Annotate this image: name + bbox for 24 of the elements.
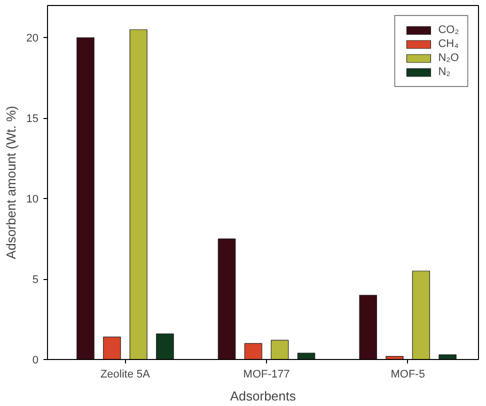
bar [412,270,430,360]
legend-label: N₂O [438,52,459,64]
y-axis-title: Adsorbent amount (Wt. %) [3,106,18,260]
legend-label: CH₄ [438,38,459,50]
bar [244,343,262,360]
x-tick-label: Zeolite 5A [100,368,151,380]
bar [359,294,378,360]
legend-label: CO₂ [438,24,459,36]
x-tick-label: MOF-177 [243,368,290,380]
bar [156,333,174,360]
bar [103,336,121,360]
legend-label: N₂ [438,66,452,78]
x-tick-label: MOF-5 [390,368,425,380]
y-tick-label: 15 [26,113,39,126]
y-tick-label: 0 [32,354,39,366]
bar [130,29,148,360]
y-tick-label: 10 [26,194,39,206]
y-tick-label: 5 [32,274,39,286]
bar [297,352,316,360]
bar [218,238,236,360]
bar [76,37,94,360]
y-tick-label: 20 [26,32,39,45]
bar [270,340,289,360]
x-axis-title: Adsorbents [230,388,296,404]
